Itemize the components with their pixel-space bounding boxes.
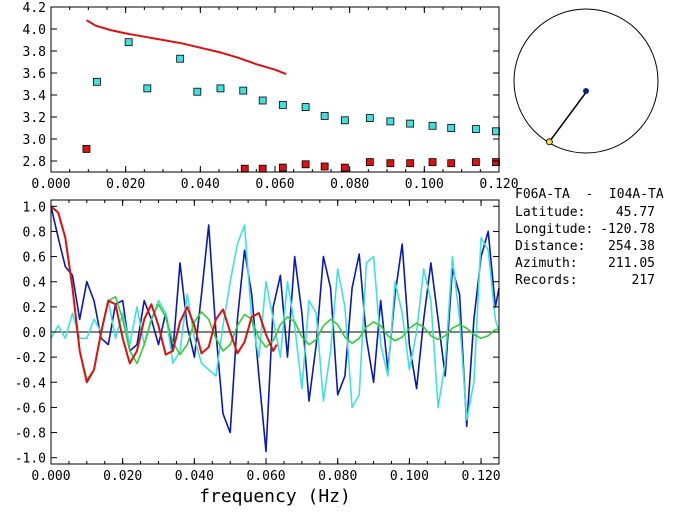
top-xtick-label: 0.040 (181, 177, 220, 192)
bottom-xtick-label: 0.120 (462, 469, 501, 484)
top-point-red (492, 158, 500, 167)
top-ytick-label: 3.2 (23, 111, 46, 126)
top-xtick-label: 0.020 (106, 177, 145, 192)
info-value: 254.38 (608, 239, 655, 254)
top-point-cyan (428, 121, 437, 130)
azimuth-compass (513, 8, 659, 154)
info-label: Distance: (515, 239, 586, 254)
station-end-dot (545, 138, 553, 146)
info-label: Longitude: (515, 222, 594, 237)
top-point-red (240, 164, 249, 173)
top-point-cyan (143, 84, 152, 93)
bottom-xtick-label: 0.040 (175, 469, 214, 484)
bottom-ytick-label: 0.4 (23, 276, 47, 291)
bottom-ytick-label: 1.0 (23, 200, 46, 215)
info-row-latitude: Latitude: 45.77 (515, 204, 655, 221)
top-point-cyan (386, 117, 395, 126)
info-label: Latitude: (515, 205, 586, 220)
info-value: 211.05 (608, 256, 655, 271)
top-xtick-label: 0.060 (255, 177, 294, 192)
bottom-panel: 0.000 0.020 0.040 0.060 0.080 0.100 0.120 1.0 0.… (15, 199, 501, 507)
top-point-red (471, 158, 480, 167)
station-center-dot (583, 88, 589, 94)
top-point-cyan (301, 103, 310, 111)
top-xtick-label: 0.100 (405, 177, 444, 192)
top-point-cyan (278, 101, 287, 109)
info-value: 217 (631, 273, 655, 288)
bottom-ytick-label: -0.2 (15, 351, 46, 366)
bottom-ytick-label: 0.2 (23, 301, 46, 316)
top-point-cyan (340, 116, 349, 125)
top-point-red (428, 158, 437, 167)
top-point-cyan (447, 124, 456, 132)
top-point-red (301, 160, 310, 169)
top-ytick-label: 3.6 (23, 67, 46, 82)
bottom-ytick-label: 0.0 (23, 326, 46, 341)
info-row-records: Records: 217 (515, 272, 655, 289)
top-point-cyan (239, 86, 248, 95)
compass-circle (513, 8, 659, 154)
x-axis-label: frequency (Hz) (199, 486, 351, 507)
top-ytick-label: 2.8 (23, 155, 46, 170)
top-point-red (258, 164, 267, 173)
bottom-series-green (50, 205, 499, 381)
station-pair-title: F06A-TA - I04A-TA (515, 187, 664, 202)
info-value: -120.78 (600, 222, 655, 237)
info-row-distance: Distance: 254.38 (515, 238, 655, 255)
top-point-red (278, 163, 287, 172)
top-ytick-label: 4.0 (23, 23, 46, 38)
top-point-cyan (471, 125, 480, 133)
top-ytick-label: 3.0 (23, 133, 46, 148)
top-point-cyan (406, 119, 415, 128)
top-xtick-label: 0.120 (479, 177, 518, 192)
bottom-xtick-label: 0.020 (103, 469, 142, 484)
info-label: Records: (515, 273, 578, 288)
bottom-ytick-label: -0.6 (15, 401, 46, 416)
bottom-ytick-label: -1.0 (15, 452, 46, 467)
bottom-ytick-label: -0.4 (15, 376, 46, 391)
bottom-series-red (50, 205, 278, 384)
bottom-series-cyan (50, 224, 500, 421)
top-point-cyan (320, 112, 329, 120)
top-point-red (365, 158, 374, 167)
top-xtick-label: 0.080 (330, 177, 369, 192)
top-point-cyan (258, 96, 267, 105)
bottom-xtick-label: 0.100 (390, 469, 429, 484)
info-row-azimuth: Azimuth: 211.05 (515, 255, 655, 272)
top-point-cyan (176, 54, 185, 63)
top-point-red (386, 159, 395, 168)
top-point-red (447, 159, 456, 168)
bottom-xtick-label: 0.080 (318, 469, 357, 484)
top-ytick-label: 3.8 (23, 45, 46, 60)
top-point-red (82, 144, 91, 153)
info-value: 45.77 (615, 205, 655, 220)
top-ytick-label: 4.2 (23, 1, 46, 16)
top-point-red (406, 159, 415, 168)
bottom-ytick-label: 0.8 (23, 225, 46, 240)
bottom-ytick-label: -0.8 (15, 427, 46, 442)
top-curve-red (85, 19, 287, 76)
bottom-xtick-label: 0.060 (246, 469, 285, 484)
azimuth-line (548, 90, 588, 143)
info-label: Azimuth: (515, 256, 578, 271)
top-point-cyan (193, 87, 202, 96)
top-point-red (340, 163, 349, 172)
top-ytick-label: 3.4 (23, 89, 47, 104)
top-xtick-label: 0.000 (31, 177, 70, 192)
top-point-red (320, 162, 329, 171)
bottom-xtick-label: 0.000 (31, 469, 70, 484)
top-point-cyan (365, 114, 374, 122)
top-point-cyan (93, 77, 101, 86)
top-point-cyan (492, 127, 500, 136)
top-point-cyan (124, 38, 133, 47)
bottom-ytick-label: 0.6 (23, 251, 46, 266)
top-panel: 0.000 0.020 0.040 0.060 0.080 0.100 0.120 4.2 4.… (23, 1, 519, 192)
top-point-cyan (216, 84, 225, 93)
info-row-longitude: Longitude: -120.78 (515, 221, 655, 238)
